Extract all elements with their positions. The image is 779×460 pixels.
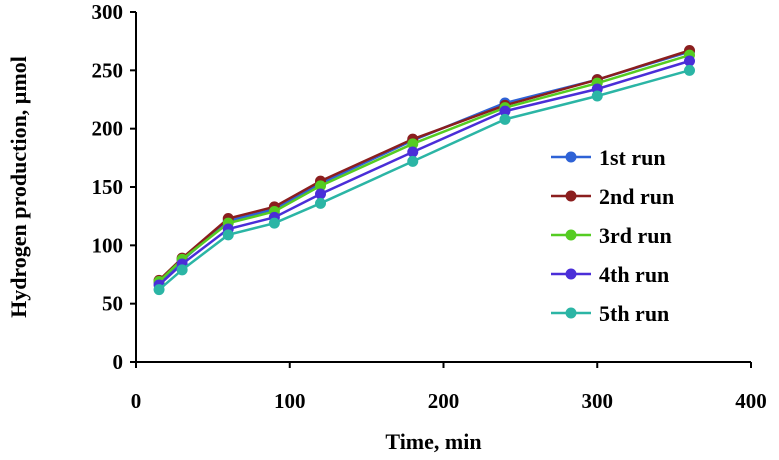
y-tick-label: 250 [92, 58, 124, 82]
data-point [684, 64, 695, 76]
series-group [153, 45, 695, 296]
y-tick-label: 50 [102, 292, 123, 316]
legend-swatch-marker [565, 268, 577, 280]
legend-swatch-marker [565, 307, 577, 319]
x-tick-label: 100 [274, 389, 306, 413]
legend-label: 2nd run [599, 184, 674, 209]
legend-item: 2nd run [551, 184, 674, 209]
series-line [158, 69, 690, 291]
data-point [591, 90, 603, 102]
series-line [158, 59, 690, 286]
legend-label: 3rd run [599, 223, 672, 248]
x-axis-title: Time, min [385, 429, 481, 454]
legend-swatch-marker [565, 151, 577, 163]
legend-item: 4th run [551, 262, 669, 287]
y-tick-label: 200 [92, 117, 124, 141]
data-point [407, 146, 419, 158]
data-point [315, 197, 326, 209]
x-tick-label: 200 [428, 389, 460, 413]
legend-swatch-marker [565, 229, 577, 241]
data-point [176, 264, 188, 276]
legend-label: 1st run [599, 145, 666, 170]
data-point [268, 217, 280, 229]
y-ticks: 0 50 100 150 200 250 300 [92, 0, 136, 374]
data-point [222, 229, 234, 241]
legend: 1st run 2nd run 3rd run 4th run 5th run [551, 145, 674, 326]
legend-item: 1st run [551, 145, 666, 170]
data-point [499, 105, 511, 117]
data-point [407, 138, 419, 150]
legend-item: 3rd run [551, 223, 672, 248]
legend-item: 5th run [551, 301, 669, 326]
legend-label: 5th run [599, 301, 669, 326]
y-axis-title: Hydrogen production, µmol [6, 56, 31, 318]
data-point [407, 155, 419, 167]
data-point [315, 188, 326, 200]
series-5 [153, 64, 695, 296]
x-tick-label: 300 [582, 389, 614, 413]
data-point [499, 113, 511, 125]
legend-swatch-marker [565, 190, 577, 202]
x-tick-label: 400 [735, 389, 767, 413]
data-point [153, 284, 165, 296]
legend-label: 4th run [599, 262, 669, 287]
y-tick-label: 0 [113, 350, 124, 374]
data-point [315, 180, 326, 192]
y-tick-label: 150 [92, 175, 124, 199]
data-point [684, 55, 695, 67]
y-tick-label: 300 [92, 0, 124, 24]
x-ticks: 0 100 200 300 400 [131, 362, 767, 413]
x-tick-label: 0 [131, 389, 142, 413]
y-tick-label: 100 [92, 233, 124, 257]
